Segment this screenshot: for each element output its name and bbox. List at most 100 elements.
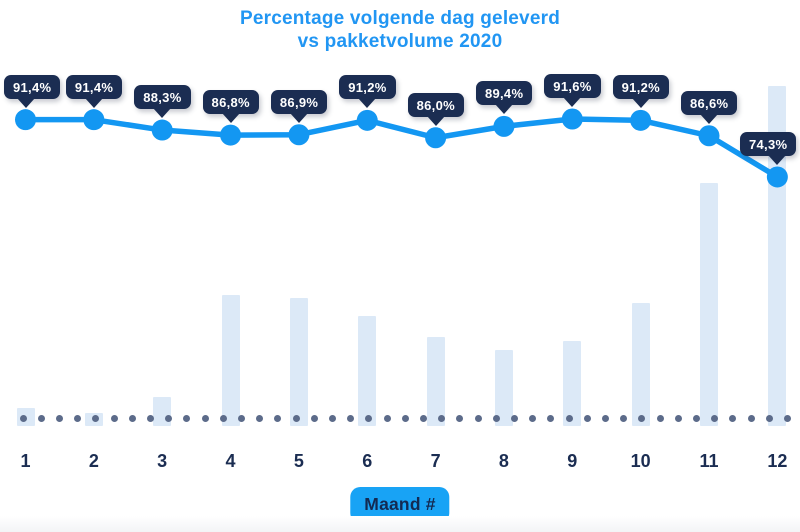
tooltip-arrow <box>358 98 377 109</box>
baseline-dot <box>583 415 591 422</box>
data-point-month-9 <box>561 108 583 130</box>
value-tooltip-month-10: 91,2% <box>612 75 670 100</box>
baseline-dot <box>310 415 318 422</box>
x-tick-label-12: 12 <box>767 451 788 471</box>
baseline-dot <box>19 415 27 422</box>
volume-bar-month-11 <box>700 182 718 426</box>
data-point-month-2 <box>83 109 105 131</box>
chart-title-line2: vs pakketvolume 2020 <box>297 31 503 52</box>
x-tick-label-4: 4 <box>225 451 236 471</box>
volume-bar-month-10 <box>631 302 650 426</box>
data-point-month-1 <box>15 109 36 131</box>
baseline-dot <box>201 415 209 422</box>
x-tick-label-1: 1 <box>20 451 31 471</box>
baseline-dot <box>419 415 427 422</box>
tooltip-arrow <box>289 112 308 123</box>
bottom-edge-strip <box>0 516 800 532</box>
baseline-dot <box>711 415 719 422</box>
volume-bar-month-6 <box>358 315 377 426</box>
value-tooltip-month-11: 86,6% <box>681 90 738 115</box>
baseline-dot <box>292 415 300 422</box>
tooltip-arrow <box>563 97 582 107</box>
baseline-dot <box>620 415 628 422</box>
baseline-dot <box>219 415 227 422</box>
value-tooltip-month-1: 91,4% <box>4 74 61 99</box>
baseline-dot <box>37 415 45 422</box>
tooltip-arrow <box>768 154 787 165</box>
volume-bar-month-7 <box>426 336 445 426</box>
baseline-dot <box>92 415 100 422</box>
baseline-dot <box>529 415 537 422</box>
baseline-dot <box>365 415 373 422</box>
baseline-dot <box>510 415 518 422</box>
baseline-dot <box>328 415 336 422</box>
baseline-dot <box>783 415 791 422</box>
tooltip-arrow <box>16 97 35 108</box>
baseline-dot <box>237 415 245 422</box>
baseline-dot <box>638 415 646 422</box>
volume-bar-month-9 <box>563 341 582 426</box>
tooltip-arrow <box>426 115 445 126</box>
baseline-dot <box>165 415 173 422</box>
tooltip-arrow <box>221 113 240 124</box>
baseline-dot <box>601 415 609 422</box>
data-point-month-8 <box>493 115 515 137</box>
data-point-month-4 <box>220 124 242 146</box>
tooltip-arrow <box>494 104 513 115</box>
baseline-dot <box>274 415 282 422</box>
value-tooltip-month-12: 74,3% <box>740 131 797 156</box>
value-tooltip-month-6: 91,2% <box>339 75 396 100</box>
x-tick-label-5: 5 <box>293 451 304 471</box>
tooltip-arrow <box>631 98 650 109</box>
baseline-dot <box>547 415 555 422</box>
value-tooltip-month-9: 91,6% <box>544 74 601 98</box>
baseline-dot <box>456 415 464 422</box>
chart-title-line1: Percentage volgende dag geleverd <box>239 8 560 29</box>
value-tooltip-month-4: 86,8% <box>202 90 259 115</box>
tooltip-arrow <box>700 113 718 124</box>
data-point-month-3 <box>151 119 173 141</box>
data-point-month-12 <box>766 166 788 188</box>
data-point-month-11 <box>698 125 720 147</box>
x-tick-label-7: 7 <box>430 451 441 471</box>
baseline-dot <box>747 415 755 422</box>
baseline-dot <box>565 415 573 422</box>
baseline-dot <box>347 415 355 422</box>
baseline-dot <box>765 415 773 422</box>
baseline-dot <box>401 415 409 422</box>
tooltip-arrow <box>84 97 103 108</box>
line-path <box>22 116 781 180</box>
baseline-dot <box>692 415 700 422</box>
x-tick-label-9: 9 <box>567 451 578 471</box>
chart-title: Percentage volgende dag geleverd vs pakk… <box>0 7 800 53</box>
x-tick-label-6: 6 <box>362 451 373 471</box>
value-tooltip-month-7: 86,0% <box>407 92 464 117</box>
baseline-dot <box>128 415 136 422</box>
baseline-dot <box>146 415 154 422</box>
baseline-dot <box>656 415 664 422</box>
baseline-dot <box>492 415 500 422</box>
volume-bar-month-4 <box>221 295 240 426</box>
value-tooltip-month-3: 88,3% <box>134 85 191 110</box>
data-point-month-6 <box>356 109 378 131</box>
baseline-dot <box>474 415 482 422</box>
volume-bar-month-8 <box>494 349 513 426</box>
data-point-month-7 <box>425 127 447 149</box>
baseline-dot <box>383 415 391 422</box>
x-tick-label-2: 2 <box>88 451 99 471</box>
baseline-dot <box>74 415 82 422</box>
baseline-dot <box>438 415 446 422</box>
x-tick-label-3: 3 <box>157 451 168 471</box>
tooltip-arrow <box>153 108 172 119</box>
baseline-dot <box>183 415 191 422</box>
baseline-dot <box>55 415 63 422</box>
x-tick-label-10: 10 <box>630 451 651 471</box>
data-point-month-10 <box>630 109 652 131</box>
baseline-dot <box>674 415 682 422</box>
value-tooltip-month-2: 91,4% <box>65 74 123 99</box>
data-point-month-5 <box>288 124 310 146</box>
x-tick-label-8: 8 <box>498 451 509 471</box>
value-tooltip-month-8: 89,4% <box>475 81 533 106</box>
